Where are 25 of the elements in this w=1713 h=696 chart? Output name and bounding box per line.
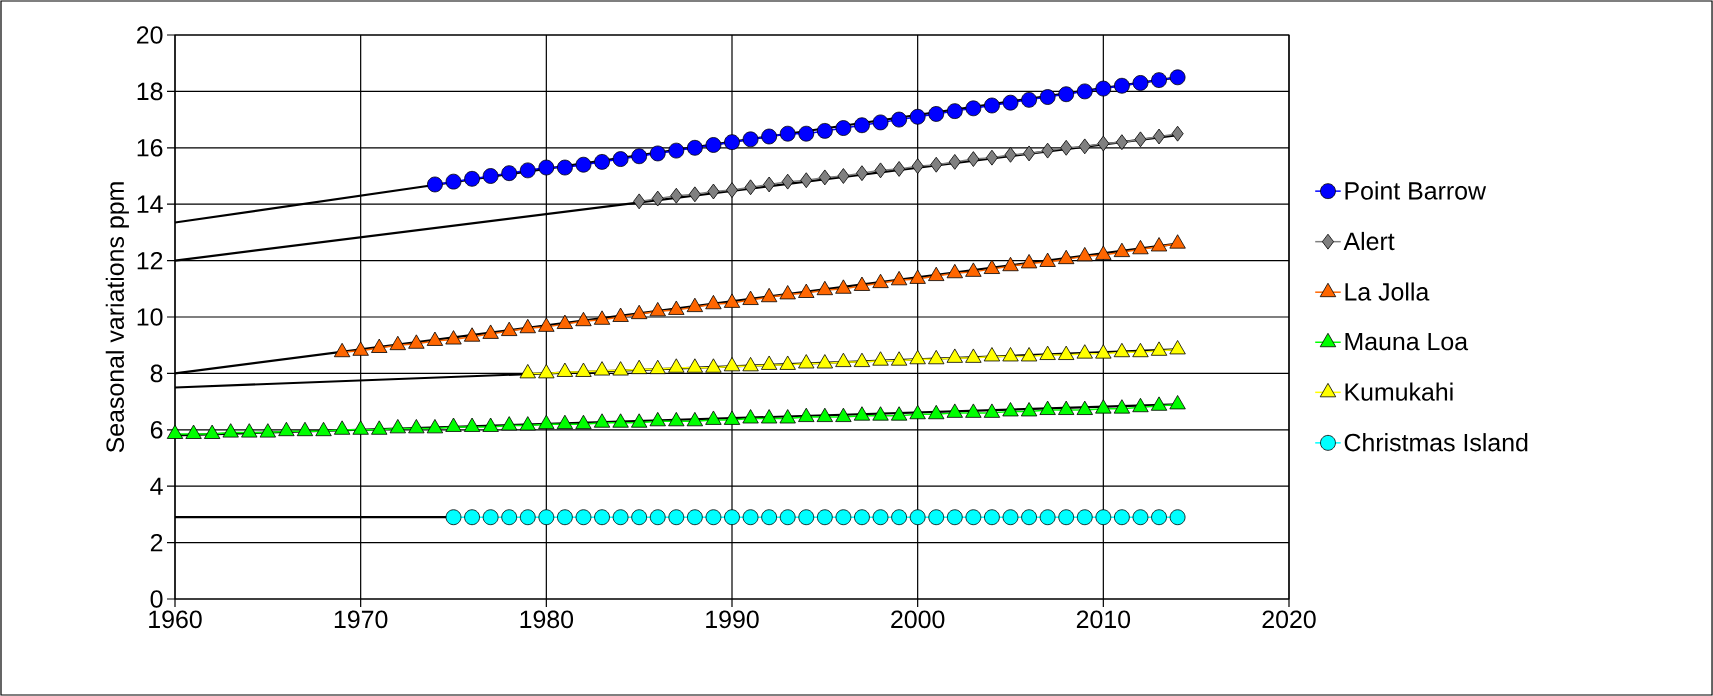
y-tick-label: 4 (150, 477, 163, 495)
y-tick-label: 16 (137, 138, 163, 157)
y-tick-label: 10 (137, 308, 163, 326)
y-tick-label: 0 (150, 590, 163, 608)
x-tick-label: 2010 (1076, 610, 1131, 629)
x-tick-label: 1960 (149, 610, 202, 629)
y-tick-label: 6 (150, 420, 163, 439)
x-tick-label: 1990 (706, 610, 759, 629)
y-tick-label: 14 (137, 195, 163, 213)
legend-label: Kumukahi (1345, 382, 1453, 401)
x-tick-label: 1970 (334, 610, 388, 629)
legend-label: Point Barrow (1345, 181, 1487, 200)
legend-label: Alert (1343, 231, 1395, 251)
legend-label: Christmas Island (1344, 433, 1528, 452)
x-tick-label: 2020 (1262, 610, 1316, 629)
legend-label: La Jolla (1345, 282, 1430, 301)
y-tick-label: 8 (150, 364, 163, 383)
y-axis-title: Seasonal variations ppm (105, 182, 129, 453)
x-tick-label: 2000 (891, 610, 945, 629)
y-tick-label: 18 (137, 82, 163, 101)
y-tick-label: 20 (137, 26, 163, 44)
y-tick-label: 12 (137, 251, 163, 270)
y-tick-label: 2 (150, 533, 163, 552)
x-tick-label: 1980 (520, 610, 574, 629)
legend-label: Mauna Loa (1345, 332, 1469, 351)
